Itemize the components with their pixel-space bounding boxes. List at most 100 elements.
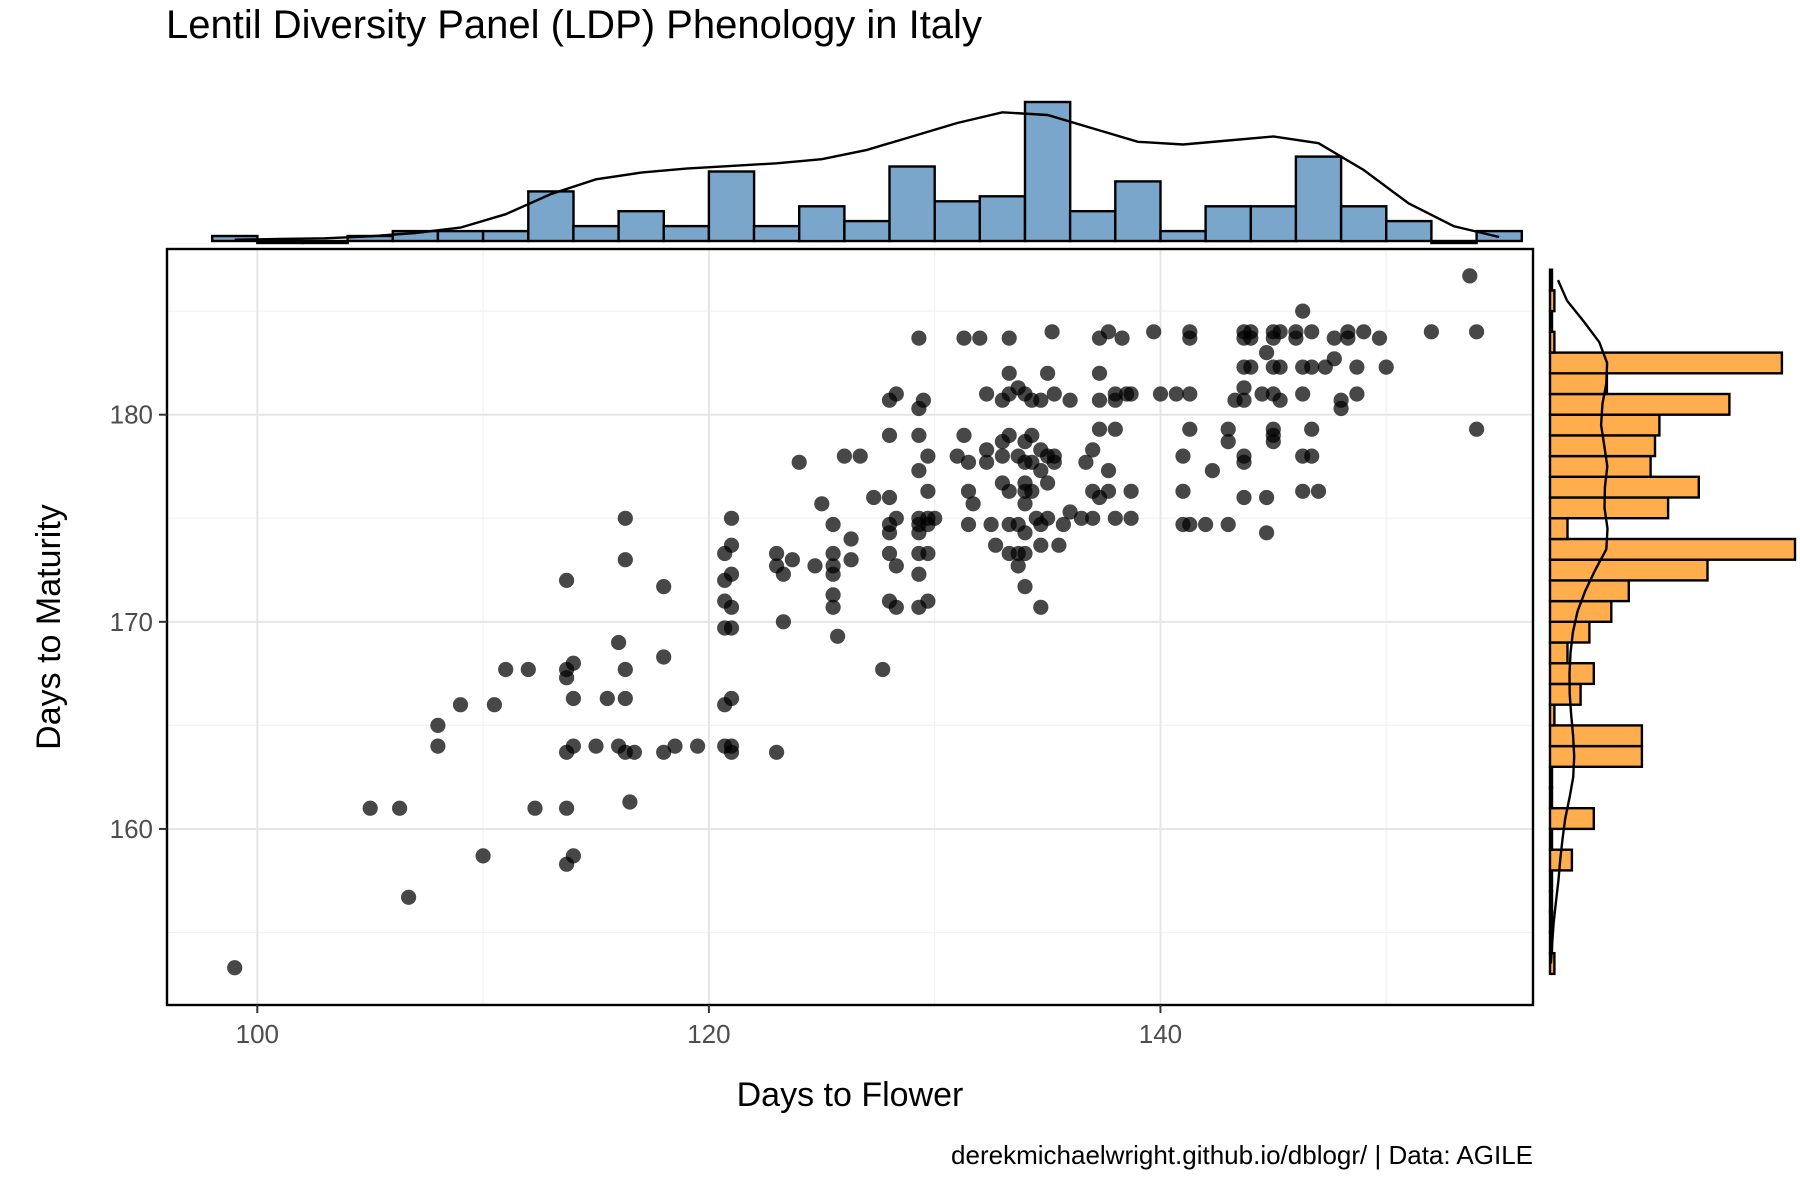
density-curve <box>234 111 1500 241</box>
data-point <box>1040 365 1056 381</box>
data-point <box>392 800 408 816</box>
data-point <box>888 599 904 615</box>
data-point <box>960 454 977 470</box>
histogram-bar <box>1548 454 1652 479</box>
data-point <box>1146 324 1162 340</box>
histogram-bar <box>1548 869 1554 893</box>
data-point <box>1198 516 1214 533</box>
data-point <box>617 661 633 678</box>
y-axis-title: Days to Maturity <box>30 504 68 750</box>
histogram-bar <box>1548 641 1569 665</box>
histogram-bar <box>1548 889 1554 913</box>
data-point <box>807 558 823 574</box>
data-point <box>960 516 977 533</box>
histogram-bar <box>1548 662 1595 686</box>
data-point <box>965 496 981 512</box>
data-point <box>1469 421 1485 437</box>
data-point <box>949 448 965 464</box>
data-point <box>825 566 841 582</box>
data-point <box>1295 483 1311 499</box>
data-point <box>1107 510 1123 526</box>
data-point <box>836 448 853 464</box>
data-point <box>1091 365 1108 381</box>
data-point <box>1123 386 1139 402</box>
data-point <box>881 427 898 443</box>
histogram-bar <box>1249 205 1298 243</box>
data-point <box>565 738 582 754</box>
y-axis: 160 170 180 <box>110 400 167 844</box>
data-point <box>956 330 972 346</box>
histogram-bar <box>843 219 891 243</box>
data-point <box>1001 483 1017 499</box>
data-point <box>920 545 936 562</box>
data-point <box>626 744 643 760</box>
data-point <box>769 545 785 562</box>
data-point <box>617 690 633 707</box>
data-point <box>1040 475 1056 491</box>
data-point <box>1040 510 1056 526</box>
data-point <box>1243 330 1259 346</box>
data-point <box>656 579 672 595</box>
data-point <box>1333 400 1349 417</box>
data-point <box>1326 330 1342 346</box>
data-point <box>1304 448 1320 464</box>
density-curve <box>1549 279 1609 964</box>
histogram-bar <box>978 195 1027 243</box>
gridlines <box>167 249 1533 1005</box>
data-point <box>843 531 859 547</box>
right-marginal-histogram <box>1548 268 1797 976</box>
chart-caption: derekmichaelwright.github.io/dblogr/ | D… <box>951 1140 1533 1170</box>
histogram-bar <box>1159 229 1207 243</box>
data-point <box>667 738 683 754</box>
data-point <box>775 566 792 582</box>
data-point <box>1062 504 1078 520</box>
histogram-bar <box>1548 765 1554 789</box>
data-point <box>825 587 841 603</box>
chart-title: Lentil Diversity Panel (LDP) Phenology i… <box>166 3 982 47</box>
data-point <box>888 558 904 574</box>
data-point <box>1295 303 1311 319</box>
data-points <box>227 268 1485 976</box>
data-point <box>1046 454 1062 470</box>
data-point <box>1062 392 1078 408</box>
data-point <box>1123 510 1139 526</box>
data-point <box>825 545 841 562</box>
data-point <box>1091 421 1108 437</box>
histogram-bar <box>1548 475 1701 499</box>
data-point <box>1326 351 1342 367</box>
data-point <box>1055 516 1071 533</box>
data-point <box>599 690 615 707</box>
data-point <box>1259 525 1275 541</box>
histogram-bar <box>481 229 530 243</box>
data-point <box>1182 330 1198 346</box>
x-axis: 100 120 140 <box>236 1005 1182 1049</box>
data-point <box>1085 510 1101 526</box>
histogram-bar <box>301 239 349 245</box>
histogram-bar <box>1548 827 1554 851</box>
data-point <box>1236 454 1252 470</box>
x-tick-label: 120 <box>687 1019 730 1049</box>
data-point <box>927 510 943 526</box>
data-point <box>559 800 575 816</box>
data-point <box>1033 599 1049 615</box>
data-point <box>723 510 740 526</box>
data-point <box>362 800 378 816</box>
data-point <box>881 525 898 541</box>
data-point <box>1236 380 1252 396</box>
data-point <box>227 960 243 976</box>
histogram-bar <box>1548 268 1554 292</box>
histogram-bar <box>1023 100 1072 243</box>
data-point <box>1085 442 1101 458</box>
data-point <box>1046 386 1062 402</box>
data-point <box>1051 537 1067 553</box>
data-point <box>1001 427 1017 443</box>
data-point <box>1220 421 1236 437</box>
data-point <box>1073 510 1089 526</box>
data-point <box>814 496 830 512</box>
data-point <box>1310 483 1327 499</box>
histogram-bar <box>1339 205 1388 243</box>
y-tick-label: 160 <box>110 814 153 844</box>
data-point <box>559 572 575 589</box>
data-point <box>1017 545 1033 562</box>
data-point <box>911 463 927 479</box>
